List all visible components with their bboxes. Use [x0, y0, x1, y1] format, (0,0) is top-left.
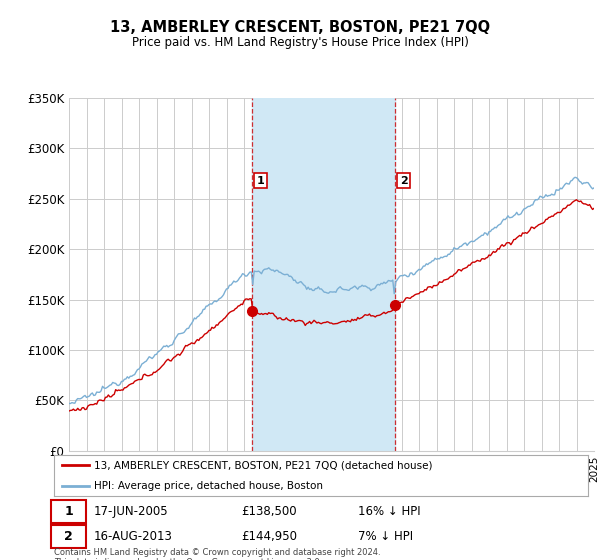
- Text: HPI: Average price, detached house, Boston: HPI: Average price, detached house, Bost…: [94, 480, 323, 491]
- Text: 16-AUG-2013: 16-AUG-2013: [94, 530, 173, 543]
- FancyBboxPatch shape: [52, 500, 86, 522]
- Text: 16% ↓ HPI: 16% ↓ HPI: [358, 505, 421, 518]
- Text: Contains HM Land Registry data © Crown copyright and database right 2024.
This d: Contains HM Land Registry data © Crown c…: [54, 548, 380, 560]
- FancyBboxPatch shape: [52, 525, 86, 548]
- Text: 1: 1: [64, 505, 73, 518]
- Text: 2: 2: [64, 530, 73, 543]
- Text: 13, AMBERLEY CRESCENT, BOSTON, PE21 7QQ (detached house): 13, AMBERLEY CRESCENT, BOSTON, PE21 7QQ …: [94, 460, 433, 470]
- Text: 7% ↓ HPI: 7% ↓ HPI: [358, 530, 413, 543]
- Text: 1: 1: [257, 176, 265, 186]
- Text: £144,950: £144,950: [241, 530, 297, 543]
- Bar: [252, 98, 395, 451]
- Text: 17-JUN-2005: 17-JUN-2005: [94, 505, 169, 518]
- Text: £138,500: £138,500: [241, 505, 296, 518]
- Text: Price paid vs. HM Land Registry's House Price Index (HPI): Price paid vs. HM Land Registry's House …: [131, 36, 469, 49]
- Text: 2: 2: [400, 176, 407, 186]
- Text: 13, AMBERLEY CRESCENT, BOSTON, PE21 7QQ: 13, AMBERLEY CRESCENT, BOSTON, PE21 7QQ: [110, 20, 490, 35]
